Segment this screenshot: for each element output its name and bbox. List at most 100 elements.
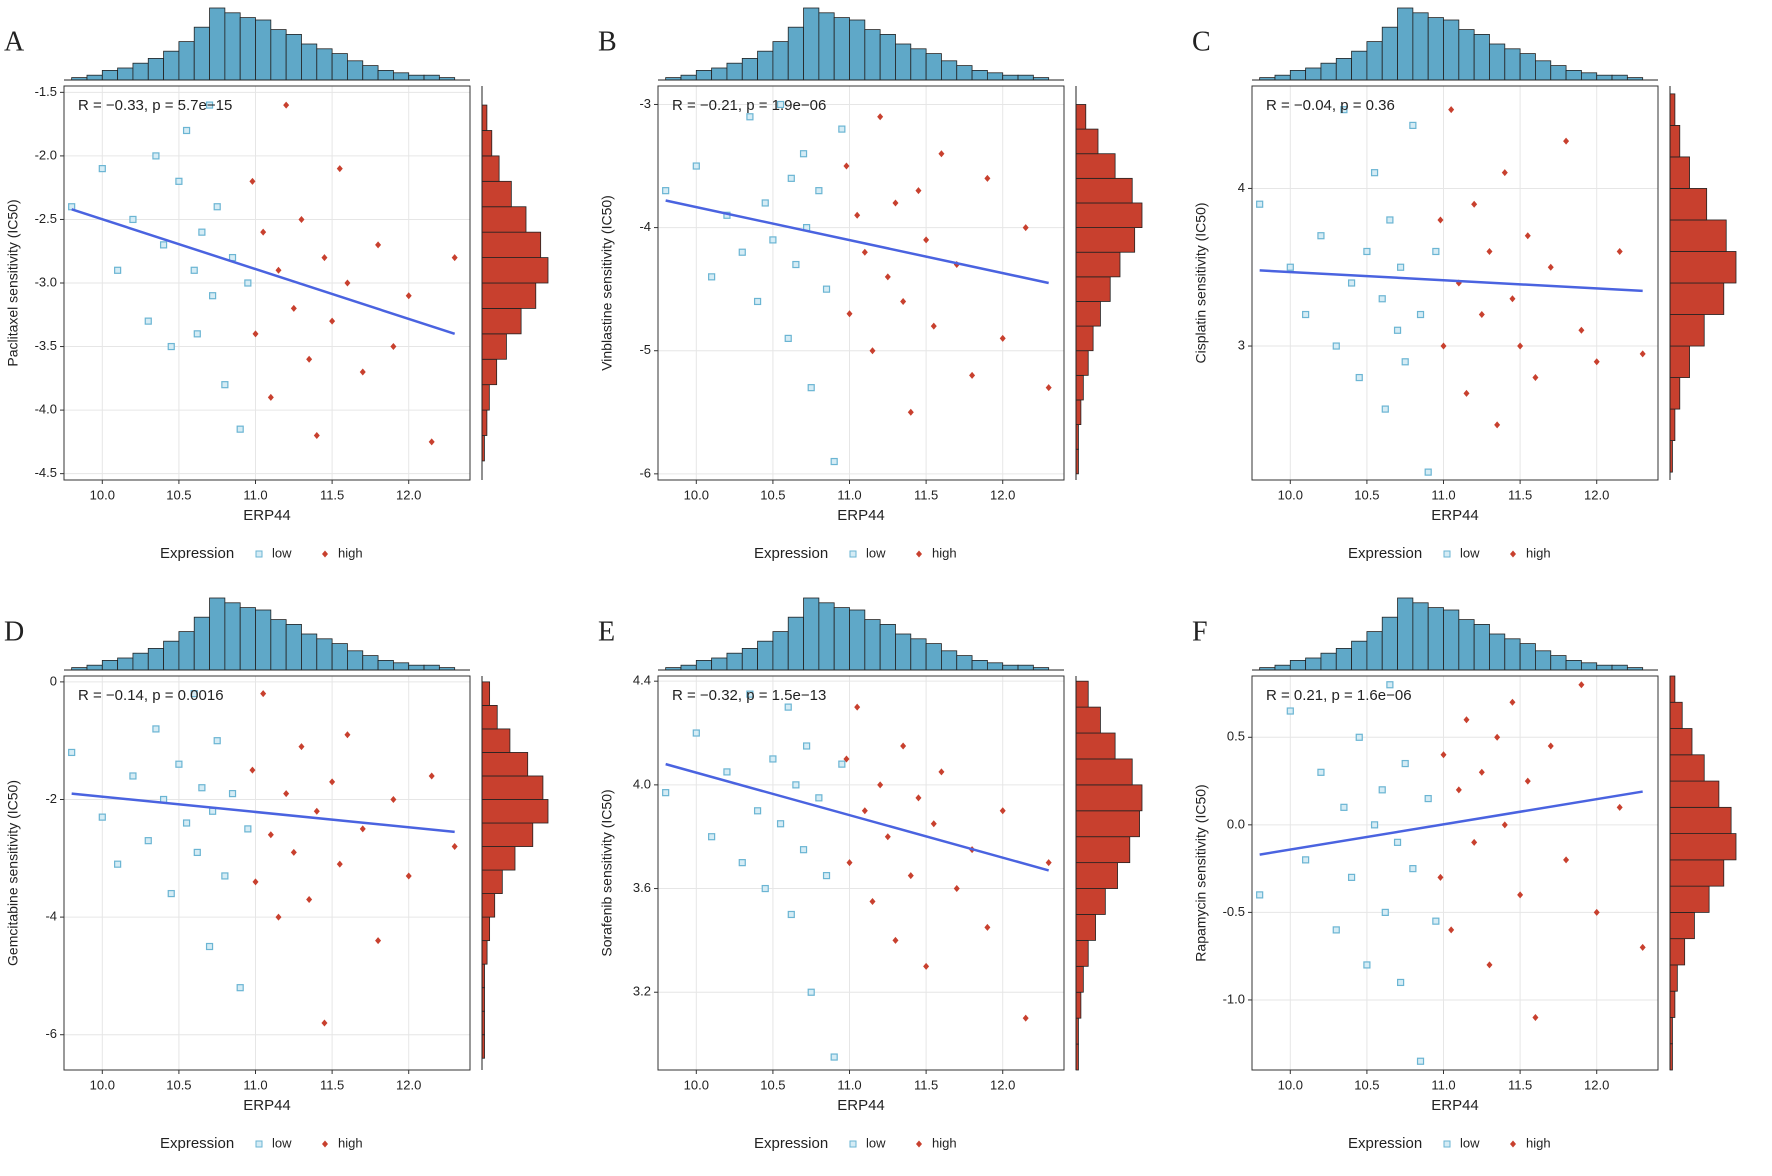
y-tick-label: -5 xyxy=(639,342,651,357)
x-tick-label: 11.0 xyxy=(243,1077,267,1092)
hist-bar xyxy=(1002,74,1019,81)
legend-label: high xyxy=(338,545,363,560)
point xyxy=(930,820,937,828)
point xyxy=(1448,106,1455,114)
x-tick-label: 10.0 xyxy=(1278,487,1303,502)
y-axis-label: Paclitaxel sensitivity (IC50) xyxy=(5,199,21,366)
point xyxy=(182,819,191,827)
hist-bar xyxy=(1550,655,1567,671)
point xyxy=(321,1019,328,1027)
plot-border xyxy=(657,675,1065,1071)
y-tick-label: -4.5 xyxy=(35,465,57,480)
hist-bar xyxy=(255,609,272,671)
x-tick-label: 10.5 xyxy=(760,487,785,502)
hist-bar xyxy=(1289,660,1307,671)
hist-bar xyxy=(833,607,850,671)
y-tick-label: -4.0 xyxy=(35,402,57,417)
y-tick-label: -1.0 xyxy=(1223,991,1245,1006)
y-tick-label: 3 xyxy=(1238,337,1245,352)
hist-bar xyxy=(347,650,364,671)
point xyxy=(1397,263,1405,271)
hist-bar xyxy=(695,660,713,671)
point xyxy=(175,177,183,185)
point xyxy=(1317,768,1325,776)
point xyxy=(1471,200,1478,208)
point xyxy=(144,837,152,845)
point xyxy=(984,174,991,182)
y-tick-label: -3.5 xyxy=(35,338,57,353)
point xyxy=(1409,865,1417,873)
x-axis-label: ERP44 xyxy=(1431,507,1479,524)
hist-bar xyxy=(1443,19,1460,81)
point xyxy=(1022,1014,1029,1022)
x-axis-label: ERP44 xyxy=(837,507,885,524)
y-tick-label: -0.5 xyxy=(1223,904,1245,919)
hist-bar xyxy=(101,70,119,81)
legend-label: low xyxy=(272,545,292,560)
point xyxy=(1524,777,1531,785)
point xyxy=(1593,358,1600,366)
hist-bar xyxy=(408,74,425,81)
point xyxy=(1378,295,1386,303)
y-tick-label: -3.0 xyxy=(35,274,57,289)
annotation: R = −0.33, p = 5.7e−15 xyxy=(78,97,232,114)
x-tick-label: 10.0 xyxy=(90,1077,115,1092)
hist-bar xyxy=(864,29,881,81)
hist-bar xyxy=(239,17,256,81)
point xyxy=(1386,216,1394,224)
hist-bar xyxy=(117,67,134,81)
point xyxy=(1437,873,1444,881)
point xyxy=(838,760,846,768)
x-tick-label: 12.0 xyxy=(990,487,1015,502)
hist-bar xyxy=(1305,657,1322,671)
hist-bar xyxy=(392,72,410,81)
x-tick-label: 10.0 xyxy=(684,1077,709,1092)
fit-line xyxy=(71,208,456,336)
point xyxy=(306,895,313,903)
hist-bar xyxy=(1075,965,1084,993)
hist-bar xyxy=(1669,219,1727,252)
point xyxy=(1332,926,1340,934)
point xyxy=(1463,716,1470,724)
point xyxy=(114,860,122,868)
y-tick-label: -6 xyxy=(45,1026,57,1041)
point xyxy=(1478,311,1485,319)
hist-bar xyxy=(1669,701,1683,729)
point xyxy=(1578,326,1585,334)
hist-bar xyxy=(132,62,149,81)
point xyxy=(1409,121,1417,130)
point xyxy=(1393,838,1402,846)
hist-bar xyxy=(1669,408,1676,441)
hist-bar xyxy=(86,74,103,81)
hist-bar xyxy=(1473,34,1490,81)
point xyxy=(1578,681,1585,689)
plot-border xyxy=(63,675,471,1071)
hist-bar xyxy=(849,19,866,81)
panel-label: B xyxy=(598,26,617,57)
point xyxy=(753,297,762,306)
point xyxy=(1501,821,1508,829)
point xyxy=(807,384,815,392)
panel-label: D xyxy=(4,616,24,647)
plot-background xyxy=(658,676,1064,1070)
point xyxy=(213,203,221,211)
point xyxy=(182,126,191,135)
point xyxy=(359,368,366,376)
x-tick-label: 11.5 xyxy=(320,1077,344,1092)
point xyxy=(787,174,795,182)
hist-bar xyxy=(1458,619,1475,671)
hist-bar xyxy=(1075,325,1094,352)
x-tick-label: 10.0 xyxy=(1278,1077,1303,1092)
point xyxy=(252,878,259,886)
plot-background xyxy=(1252,676,1658,1070)
point xyxy=(267,393,274,401)
hist-bar xyxy=(1669,885,1710,913)
hist-bar xyxy=(1381,26,1398,81)
y-tick-label: 3.2 xyxy=(633,984,651,999)
legend-label: high xyxy=(1526,545,1551,560)
point xyxy=(822,285,831,293)
panel-label: F xyxy=(1192,616,1208,647)
legend-key xyxy=(1443,1140,1451,1148)
legend-label: high xyxy=(932,1135,957,1150)
legend-label: high xyxy=(338,1135,363,1150)
